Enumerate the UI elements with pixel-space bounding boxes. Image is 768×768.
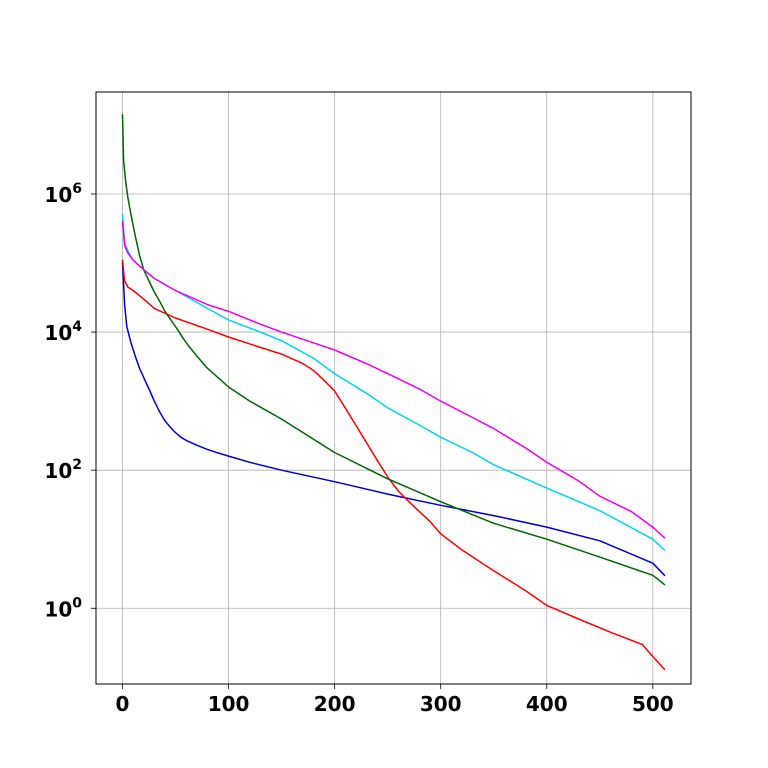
x-tick-label: 100: [208, 692, 250, 716]
y-tick-label: 100: [44, 595, 82, 621]
y-tick-exponent: 0: [72, 595, 82, 611]
plot-area-frame: [95, 91, 692, 685]
grid: [96, 92, 691, 684]
y-tick-label: 102: [44, 457, 82, 483]
y-tick-label: 104: [44, 319, 82, 345]
y-tick-exponent: 4: [72, 319, 82, 335]
x-tick-label: 0: [116, 692, 130, 716]
y-tick-base: 10: [44, 183, 72, 207]
x-tick-label: 500: [632, 692, 674, 716]
y-tick-exponent: 6: [72, 181, 82, 197]
series-line-5: [121, 220, 666, 539]
x-tick-label: 400: [526, 692, 568, 716]
x-tick-label: 300: [420, 692, 462, 716]
y-tick-base: 10: [44, 597, 72, 621]
series-line-2: [121, 259, 666, 671]
y-tick-base: 10: [44, 459, 72, 483]
x-tick-label: 200: [314, 692, 356, 716]
series-lines: [121, 114, 666, 671]
y-tick-exponent: 2: [72, 457, 82, 473]
series-line-3: [121, 114, 666, 586]
y-tick-base: 10: [44, 321, 72, 345]
y-tick-label: 106: [44, 181, 82, 207]
